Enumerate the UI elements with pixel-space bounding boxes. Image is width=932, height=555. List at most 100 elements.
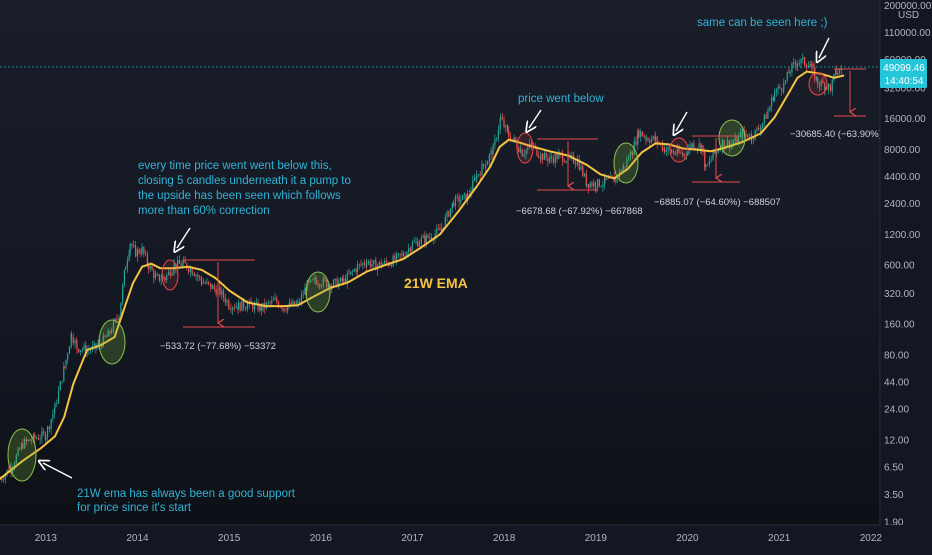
candle-body — [681, 152, 684, 155]
candle-body — [219, 287, 221, 295]
candle-body — [228, 307, 230, 309]
candle-body — [24, 439, 26, 448]
candle-body — [262, 302, 264, 311]
measure-label-2: −6678.68 (−67.92%) −667868 — [516, 206, 643, 217]
candle-body — [754, 129, 756, 140]
candle-body — [277, 302, 280, 307]
candle-body — [829, 84, 831, 87]
candle-body — [206, 281, 208, 284]
candle-body — [52, 413, 54, 420]
candle-body — [678, 148, 680, 153]
candle-body — [604, 177, 606, 180]
candle-body — [769, 106, 771, 112]
candle-body — [676, 148, 678, 154]
candle-body — [118, 316, 120, 320]
candle-body — [580, 166, 582, 170]
candle-body — [829, 86, 832, 92]
candle-body — [514, 137, 516, 142]
candle-body — [324, 278, 326, 281]
candle-body — [336, 278, 338, 288]
support-ellipse-3 — [305, 271, 331, 313]
candle-body — [745, 133, 747, 135]
candle-body — [706, 164, 709, 166]
candle-body — [244, 307, 246, 309]
candle-body — [645, 138, 647, 140]
candle-body — [803, 57, 806, 64]
candle-body — [689, 144, 691, 150]
candle-body — [481, 164, 483, 176]
support-ellipse-2 — [98, 319, 126, 365]
candle-body — [607, 178, 610, 180]
candle-body — [565, 160, 567, 163]
candle-body — [454, 196, 457, 207]
candle-body — [444, 216, 446, 228]
candle-body — [384, 260, 386, 264]
candle-body — [260, 304, 262, 311]
candle-body — [59, 381, 61, 391]
candle-body — [817, 77, 819, 85]
candle-body — [640, 131, 642, 137]
candle-body — [177, 260, 179, 269]
candle-body — [793, 62, 795, 64]
candle-body — [782, 90, 784, 92]
candle-body — [279, 306, 281, 308]
candle-body — [276, 298, 278, 303]
candle-body — [104, 335, 106, 337]
candle-body — [667, 147, 669, 151]
arrow-3 — [676, 111, 688, 131]
candle-body — [397, 253, 399, 255]
candle-body — [586, 183, 588, 186]
candle-body — [259, 304, 261, 311]
candle-body — [63, 366, 65, 382]
candle-body — [37, 437, 39, 440]
candle-body — [102, 335, 104, 347]
candle-body — [446, 211, 448, 217]
candle-body — [631, 152, 633, 155]
candle-body — [656, 136, 658, 143]
candle-body — [39, 438, 41, 440]
candle-body — [147, 264, 150, 270]
x-tick-label: 2015 — [218, 533, 241, 544]
candle-body — [70, 333, 73, 338]
candle-body — [521, 155, 524, 157]
candle-body — [63, 366, 65, 369]
candle-body — [160, 279, 162, 281]
candle-body — [114, 318, 116, 322]
candle-body — [120, 302, 122, 317]
candle-body — [319, 284, 321, 287]
annotation-layer: same can be seen here ;) price went belo… — [0, 17, 895, 514]
candle-body — [752, 139, 755, 140]
candle-body — [571, 155, 573, 156]
note-left-2: closing 5 candles underneath it a pump t… — [138, 175, 351, 187]
time-axis[interactable]: 2013 2014 2015 2016 2017 2018 2019 2020 2021 2022 — [0, 524, 932, 550]
candle-body — [396, 253, 398, 260]
candle-body — [306, 281, 308, 291]
candle-body — [356, 264, 359, 272]
y-tick-label: 320.00 — [884, 289, 915, 300]
candle-body — [189, 268, 191, 272]
x-tick-label: 2021 — [768, 533, 791, 544]
candle-body — [784, 80, 787, 83]
candle-body — [576, 163, 578, 165]
candle-body — [723, 140, 725, 148]
y-tick-label: 200000.00 — [884, 1, 932, 12]
candle-body — [288, 302, 291, 307]
candle-body — [166, 274, 168, 280]
candle-body — [15, 455, 17, 464]
candle-body — [527, 147, 529, 150]
y-tick-label: 1.90 — [884, 518, 904, 529]
candle-body — [274, 298, 276, 300]
candle-body — [615, 176, 617, 183]
candle-body — [209, 283, 212, 285]
candle-body — [72, 337, 74, 344]
candle-body — [415, 241, 417, 242]
candle-body — [532, 145, 535, 147]
candle-body — [182, 259, 184, 263]
candle-body — [136, 249, 139, 257]
candle-body — [50, 419, 52, 430]
candle-body — [118, 319, 120, 321]
candle-body — [346, 273, 348, 284]
arrow-5 — [43, 463, 73, 479]
